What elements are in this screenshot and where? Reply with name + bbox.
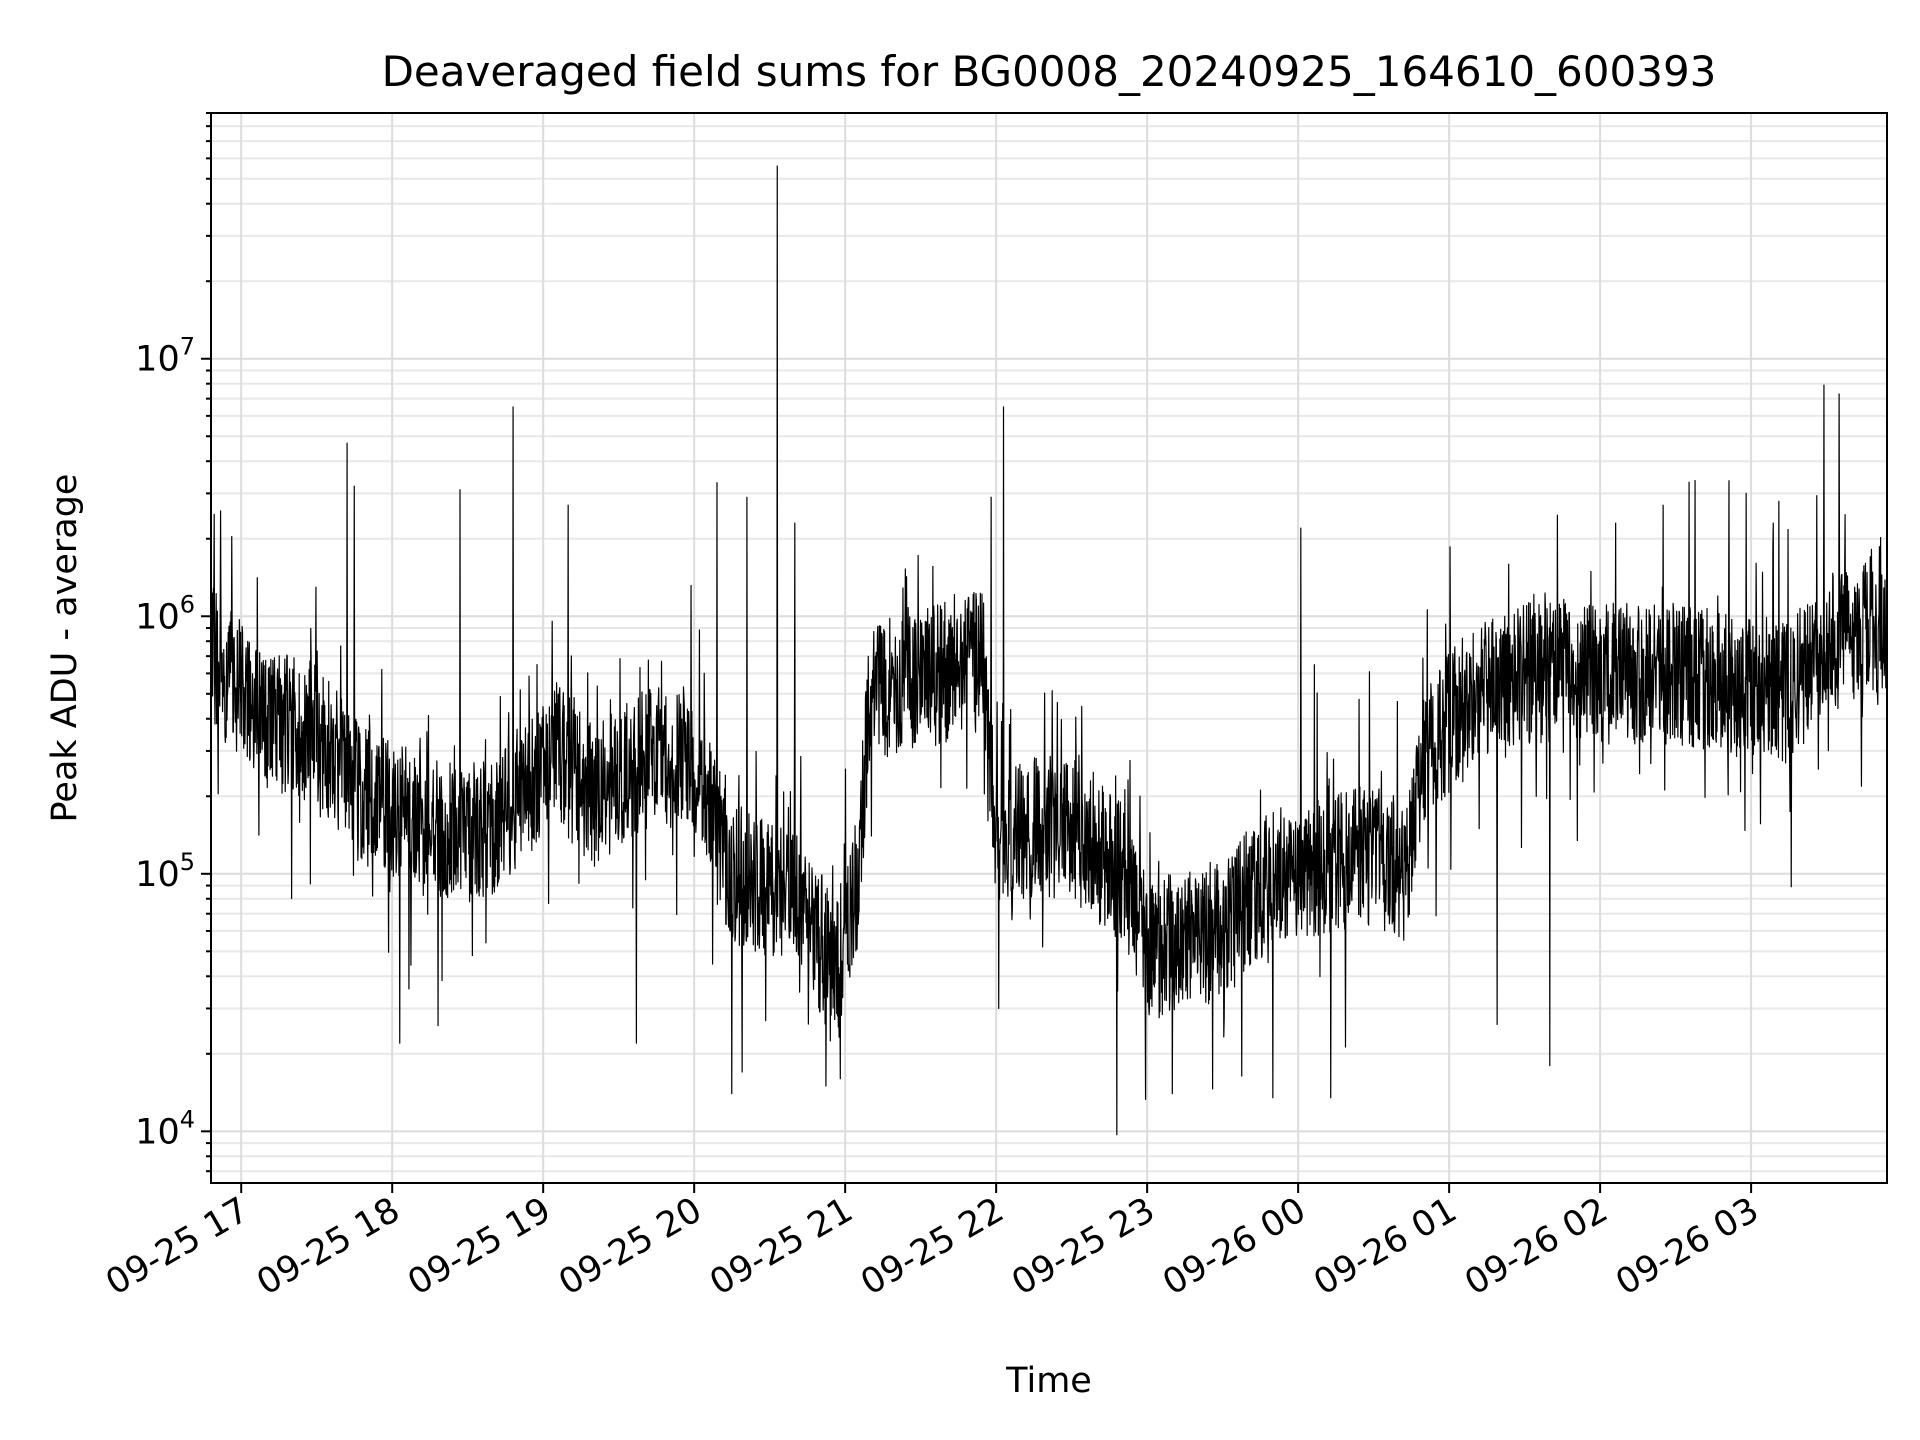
y-tick-label: 105 (135, 848, 195, 895)
x-axis-label: Time (1005, 1361, 1092, 1401)
y-tick-label: 107 (135, 333, 195, 380)
series-line (210, 165, 1888, 1136)
y-tick-label: 104 (135, 1105, 195, 1152)
series-path (210, 165, 1888, 1136)
y-axis-label: Peak ADU - average (45, 474, 85, 823)
plot-frame (210, 112, 1888, 1184)
chart-title: Deaveraged field sums for BG0008_2024092… (382, 47, 1717, 96)
y-tick-label: 106 (135, 590, 195, 637)
